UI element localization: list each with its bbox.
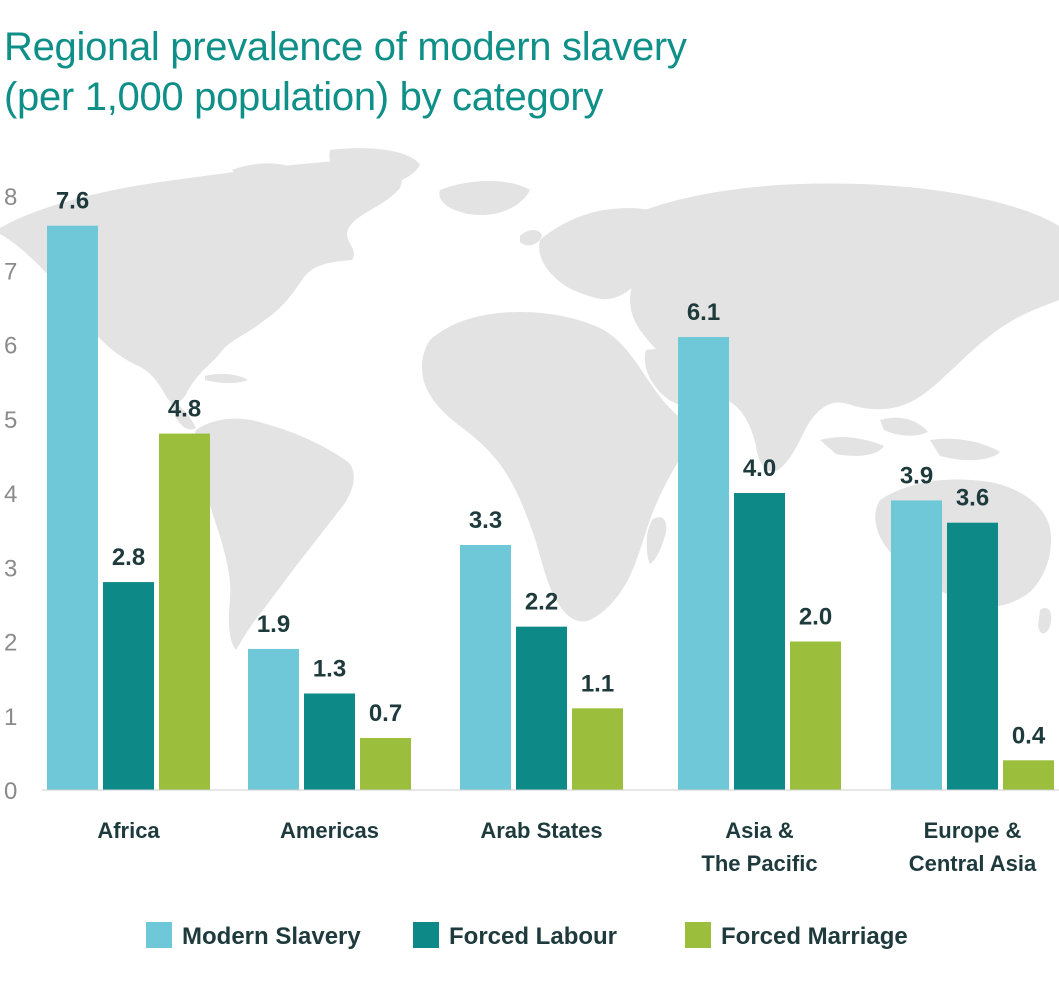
legend-swatch-forced-labour	[413, 922, 439, 948]
bar-value-label: 3.9	[900, 462, 933, 489]
bar-value-label: 1.9	[257, 611, 290, 638]
category-label: Europe &	[924, 818, 1022, 843]
bar-value-label: 3.6	[956, 485, 989, 512]
legend-swatch-forced-marriage	[685, 922, 711, 948]
bar-modern-slavery	[47, 225, 98, 790]
bar-value-label: 4.8	[168, 396, 201, 423]
y-tick-label: 6	[4, 333, 17, 360]
category-label: Arab States	[480, 818, 602, 843]
y-axis: 0 1 2 3 4 5 6 7 8	[4, 184, 17, 805]
bar-modern-slavery	[460, 544, 511, 790]
bar-forced-labour	[947, 522, 998, 790]
bar-forced-marriage	[159, 433, 210, 790]
bar-value-label: 0.4	[1012, 722, 1046, 749]
bar-value-label: 4.0	[743, 455, 776, 482]
bar-forced-marriage	[360, 738, 411, 790]
category-label: Asia &	[725, 818, 794, 843]
chart-title-line-1: Regional prevalence of modern slavery	[4, 25, 687, 69]
legend-swatch-modern-slavery	[146, 922, 172, 948]
bar-forced-marriage	[572, 708, 623, 790]
chart-title-line-2: (per 1,000 population) by category	[4, 75, 604, 119]
bars: 7.6 1.9 3.3 6.1 3.9 2.8 1.3 2.2 4.0 3.6 4.8 0.7 1.1 2…	[47, 188, 1054, 790]
legend: Modern Slavery Forced Labour Forced Marria…	[146, 922, 908, 950]
legend-label: Modern Slavery	[182, 923, 361, 950]
y-tick-label: 0	[4, 778, 17, 805]
y-tick-label: 7	[4, 258, 17, 285]
bar-value-label: 7.6	[56, 188, 89, 215]
bar-value-label: 2.8	[112, 544, 145, 571]
bar-forced-marriage	[1003, 760, 1054, 790]
y-tick-label: 1	[4, 704, 17, 731]
y-tick-label: 4	[4, 481, 17, 508]
bar-modern-slavery	[891, 500, 942, 790]
bar-value-label: 0.7	[369, 700, 402, 727]
bar-value-label: 1.1	[581, 670, 614, 697]
y-tick-label: 2	[4, 630, 17, 657]
bar-forced-labour	[103, 582, 154, 790]
category-label: Central Asia	[909, 851, 1037, 876]
bar-value-label: 3.3	[469, 507, 502, 534]
chart-title: Regional prevalence of modern slavery (p…	[4, 22, 687, 122]
bar-value-label: 2.0	[799, 604, 832, 631]
bar-forced-labour	[304, 693, 355, 790]
bar-forced-labour	[516, 626, 567, 790]
bar-value-label: 2.2	[525, 589, 558, 616]
bar-forced-marriage	[790, 641, 841, 790]
y-tick-label: 5	[4, 407, 17, 434]
bar-modern-slavery	[678, 337, 729, 790]
legend-label: Forced Labour	[449, 923, 617, 950]
bar-forced-labour	[734, 493, 785, 790]
category-label: Americas	[280, 818, 379, 843]
bar-value-label: 6.1	[687, 299, 720, 326]
category-label: The Pacific	[701, 851, 817, 876]
category-label: Africa	[97, 818, 160, 843]
y-tick-label: 8	[4, 184, 17, 211]
y-tick-label: 3	[4, 555, 17, 582]
legend-label: Forced Marriage	[721, 923, 908, 950]
bar-value-label: 1.3	[313, 655, 346, 682]
bar-modern-slavery	[248, 648, 299, 790]
category-labels: Africa Americas Arab States Asia & The Pacif…	[97, 818, 1037, 876]
